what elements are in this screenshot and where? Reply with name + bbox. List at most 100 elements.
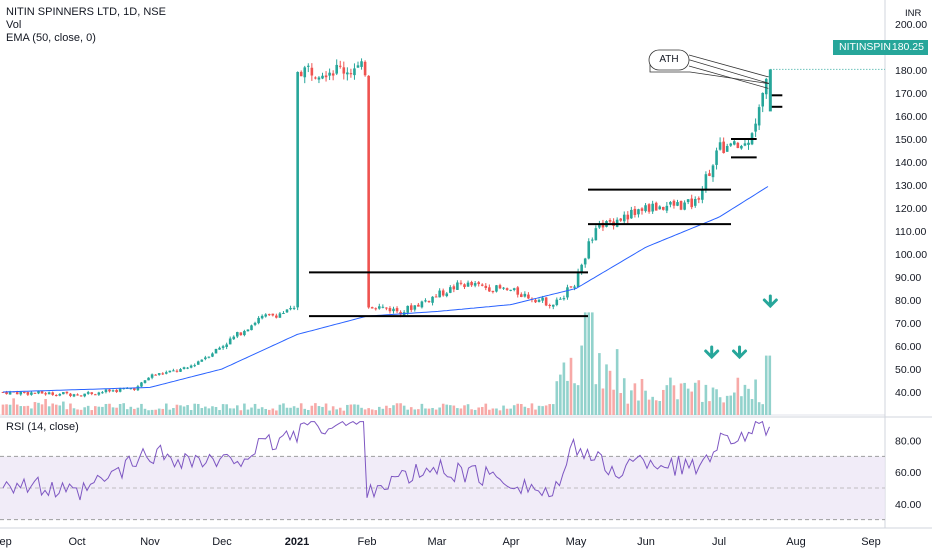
rsi-legend[interactable]: RSI (14, close) [6,421,79,433]
candle-body [193,365,196,367]
candle-body [438,290,441,298]
volume-bar [289,407,292,415]
candle-body [534,299,537,303]
candle-body [328,72,331,76]
volume-bar [747,388,750,415]
candle-body [757,107,761,126]
volume-arrow-icon [704,345,720,360]
volume-bar [619,393,622,415]
candle-body [335,64,338,74]
candle-body [228,338,232,345]
candle-body [79,395,83,397]
volume-bar [505,408,509,415]
candle-body [662,206,665,210]
volume-bar [381,408,385,415]
volume-bar [754,379,757,415]
ath-pointer-top [688,54,769,78]
volume-bar [360,407,363,415]
candle-body [15,392,19,395]
ath-callout-label: ATH [659,54,679,65]
volume-bar [452,405,456,415]
volume-bar [761,404,764,415]
volume-bar [129,406,133,415]
volume-bars [1,312,772,415]
volume-bar [473,409,477,415]
volume-bar [548,404,551,415]
volume-bar [69,403,72,415]
candle-body [86,392,90,394]
candle-body [463,284,466,288]
volume-bar [79,409,83,415]
volume-bar [147,410,150,415]
price-tick-label: 130.00 [895,180,927,192]
volume-bar [665,385,669,415]
candle-body [243,331,246,336]
candle-body [154,374,157,376]
volume-bar [495,408,498,415]
volume-bar [693,382,697,415]
candle-body [385,307,388,309]
candle-body [576,271,580,288]
candle-body [449,287,452,293]
volume-bar [72,408,76,415]
volume-bar [523,406,527,415]
candle-body [665,205,669,211]
volume-legend[interactable]: Vol [6,19,22,31]
price-tick-label: 50.00 [895,364,921,376]
volume-bar [12,398,15,415]
candle-body [669,202,672,205]
candle-body [697,198,701,200]
volume-bar [264,408,267,415]
volume-bar [559,374,562,415]
currency-label: INR [905,8,922,19]
volume-bar [399,403,402,415]
volume-bar [349,404,353,415]
volume-bar [253,403,257,415]
candle-body [413,305,417,310]
volume-bar [427,408,431,415]
volume-bar [413,409,417,415]
ema50-line [2,186,769,393]
volume-bar [502,405,505,415]
volume-bar [434,409,438,415]
candle-body [466,282,470,287]
volume-bar [576,385,580,415]
candle-body [392,308,395,312]
ema-legend[interactable]: EMA (50, close, 0) [6,32,96,44]
symbol-title[interactable]: NITIN SPINNERS LTD, 1D, NSE [6,6,166,18]
candle-body [317,77,321,80]
volume-bar [30,408,33,415]
volume-bar [544,405,548,415]
candle-body [207,356,211,358]
candle-body [33,392,37,394]
candle-body [150,374,154,378]
candle-body [477,282,480,285]
candle-body [640,208,644,211]
volume-bar [512,405,516,415]
volume-bar [736,377,740,415]
candle-body [729,143,733,146]
candle-body [495,285,498,292]
volume-bar [683,382,686,415]
time-tick-label: Feb [358,536,377,548]
candle-body [637,209,640,215]
volume-bar [232,408,236,415]
price-tick-label: 160.00 [895,111,927,123]
volume-bar [356,404,360,415]
volume-bar [111,407,115,415]
price-tick-label: 100.00 [895,249,927,261]
last-price-tag: NITINSPIN 180.25 [833,40,928,55]
volume-bar [108,403,111,415]
candle-body [591,239,594,241]
candle-body [214,348,218,354]
volume-bar [402,405,406,415]
volume-bar [431,407,434,415]
candle-body [168,370,172,373]
volume-bar [569,357,573,415]
candle-body [179,369,182,372]
volume-bar [480,406,484,415]
volume-bar [161,408,165,415]
volume-bar [527,408,530,415]
volume-bar [573,383,576,415]
